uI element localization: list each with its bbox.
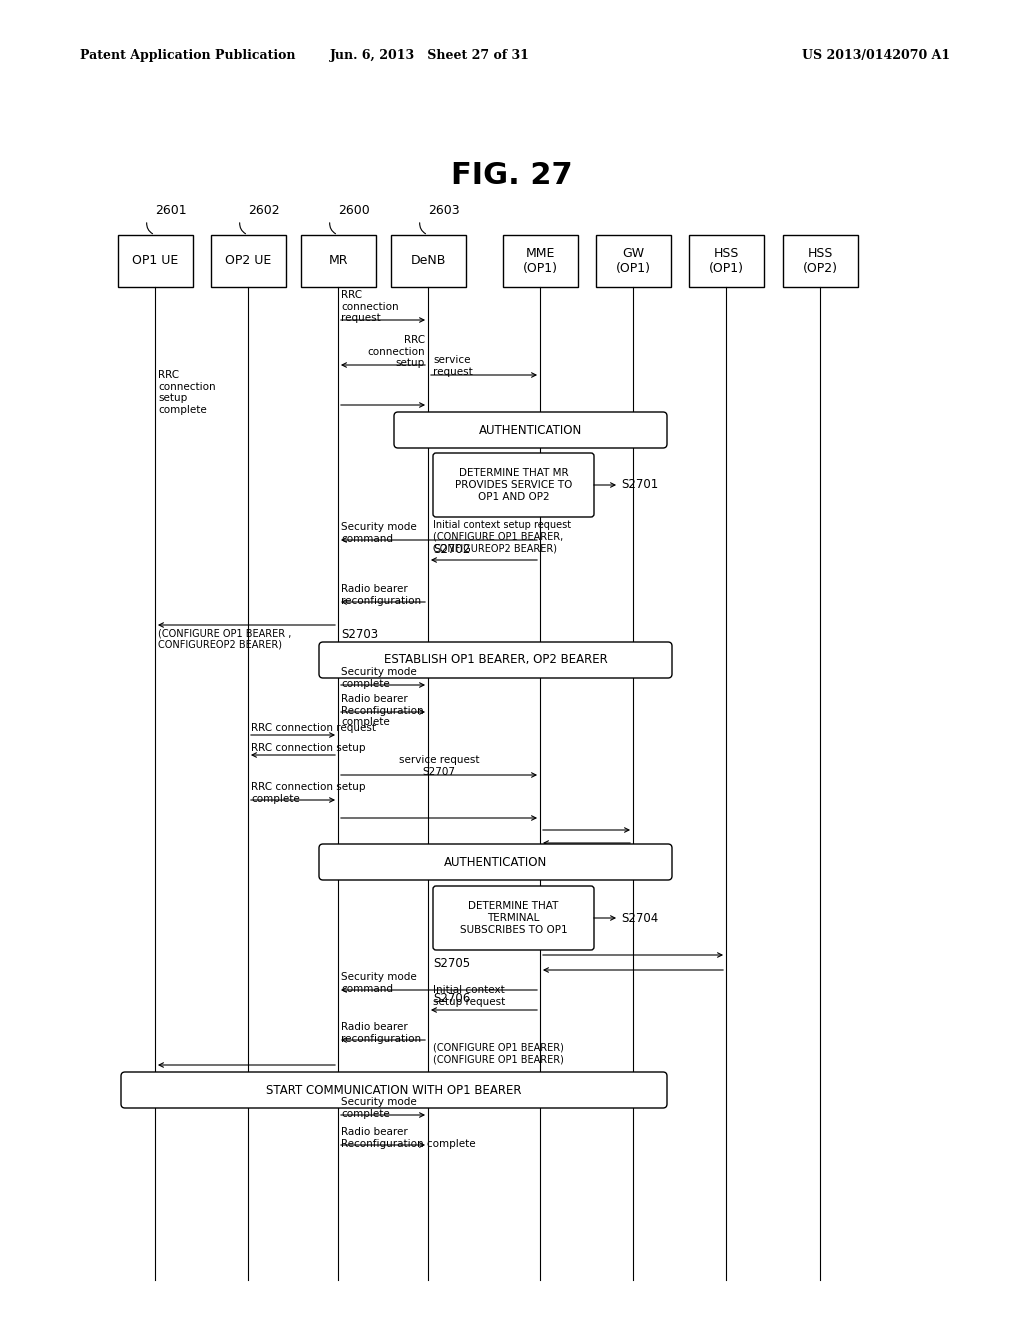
FancyBboxPatch shape — [211, 235, 286, 286]
FancyBboxPatch shape — [782, 235, 857, 286]
Text: service request
S2707: service request S2707 — [398, 755, 479, 776]
Text: Radio bearer
Reconfiguration complete: Radio bearer Reconfiguration complete — [341, 1127, 475, 1148]
Text: DETERMINE THAT
TERMINAL
SUBSCRIBES TO OP1: DETERMINE THAT TERMINAL SUBSCRIBES TO OP… — [460, 902, 567, 935]
FancyBboxPatch shape — [121, 1072, 667, 1107]
Text: AUTHENTICATION: AUTHENTICATION — [443, 855, 547, 869]
Text: MR: MR — [329, 255, 348, 268]
Text: RRC
connection
setup
complete: RRC connection setup complete — [158, 370, 216, 414]
Text: GW
(OP1): GW (OP1) — [615, 247, 650, 275]
Text: S2705: S2705 — [433, 957, 470, 970]
Text: Security mode
command: Security mode command — [341, 521, 417, 544]
Text: 2603: 2603 — [428, 203, 460, 216]
Text: Radio bearer
reconfiguration: Radio bearer reconfiguration — [341, 1022, 421, 1044]
FancyBboxPatch shape — [596, 235, 671, 286]
Text: HSS
(OP1): HSS (OP1) — [709, 247, 743, 275]
Text: (CONFIGURE OP1 BEARER)
(CONFIGURE OP1 BEARER): (CONFIGURE OP1 BEARER) (CONFIGURE OP1 BE… — [433, 1043, 564, 1065]
Text: Jun. 6, 2013   Sheet 27 of 31: Jun. 6, 2013 Sheet 27 of 31 — [330, 49, 530, 62]
Text: AUTHENTICATION: AUTHENTICATION — [479, 424, 582, 437]
Text: (CONFIGURE OP1 BEARER ,
CONFIGUREOP2 BEARER): (CONFIGURE OP1 BEARER , CONFIGUREOP2 BEA… — [158, 628, 292, 649]
Text: RRC connection setup
complete: RRC connection setup complete — [251, 781, 366, 804]
Text: MME
(OP1): MME (OP1) — [522, 247, 557, 275]
FancyBboxPatch shape — [433, 886, 594, 950]
Text: Radio bearer
Reconfiguration
complete: Radio bearer Reconfiguration complete — [341, 694, 424, 727]
FancyBboxPatch shape — [688, 235, 764, 286]
Text: OP1 UE: OP1 UE — [132, 255, 178, 268]
Text: OP2 UE: OP2 UE — [225, 255, 271, 268]
Text: US 2013/0142070 A1: US 2013/0142070 A1 — [802, 49, 950, 62]
Text: FIG. 27: FIG. 27 — [452, 161, 572, 190]
Text: Radio bearer
reconfiguration: Radio bearer reconfiguration — [341, 583, 421, 606]
Text: RRC
connection
request: RRC connection request — [341, 290, 398, 323]
Text: 2600: 2600 — [338, 203, 370, 216]
FancyBboxPatch shape — [118, 235, 193, 286]
Text: Security mode
complete: Security mode complete — [341, 1097, 417, 1118]
Text: Initial context setup request
(CONFIGURE OP1 BEARER,
CONFIGUREOP2 BEARER): Initial context setup request (CONFIGURE… — [433, 520, 571, 553]
Text: S2704: S2704 — [621, 912, 658, 924]
Text: Patent Application Publication: Patent Application Publication — [80, 49, 296, 62]
FancyBboxPatch shape — [394, 412, 667, 447]
Text: 2602: 2602 — [248, 203, 280, 216]
FancyBboxPatch shape — [319, 642, 672, 678]
Text: HSS
(OP2): HSS (OP2) — [803, 247, 838, 275]
Text: Security mode
complete: Security mode complete — [341, 667, 417, 689]
Text: ESTABLISH OP1 BEARER, OP2 BEARER: ESTABLISH OP1 BEARER, OP2 BEARER — [384, 653, 607, 667]
FancyBboxPatch shape — [319, 843, 672, 880]
FancyBboxPatch shape — [390, 235, 466, 286]
Text: S2706: S2706 — [433, 993, 470, 1005]
FancyBboxPatch shape — [503, 235, 578, 286]
Text: RRC connection setup: RRC connection setup — [251, 743, 366, 752]
Text: DeNB: DeNB — [411, 255, 445, 268]
Text: RRC connection request: RRC connection request — [251, 723, 376, 733]
Text: 2601: 2601 — [155, 203, 186, 216]
FancyBboxPatch shape — [433, 453, 594, 517]
Text: S2701: S2701 — [621, 479, 658, 491]
FancyBboxPatch shape — [300, 235, 376, 286]
Text: Security mode
command: Security mode command — [341, 972, 417, 994]
Text: S2702: S2702 — [433, 543, 470, 556]
Text: DETERMINE THAT MR
PROVIDES SERVICE TO
OP1 AND OP2: DETERMINE THAT MR PROVIDES SERVICE TO OP… — [455, 469, 572, 502]
Text: service
request: service request — [433, 355, 473, 376]
Text: Initial context
setup request: Initial context setup request — [433, 985, 505, 1007]
Text: S2703: S2703 — [341, 628, 378, 642]
Text: START COMMUNICATION WITH OP1 BEARER: START COMMUNICATION WITH OP1 BEARER — [266, 1084, 522, 1097]
Text: RRC
connection
setup: RRC connection setup — [368, 335, 425, 368]
